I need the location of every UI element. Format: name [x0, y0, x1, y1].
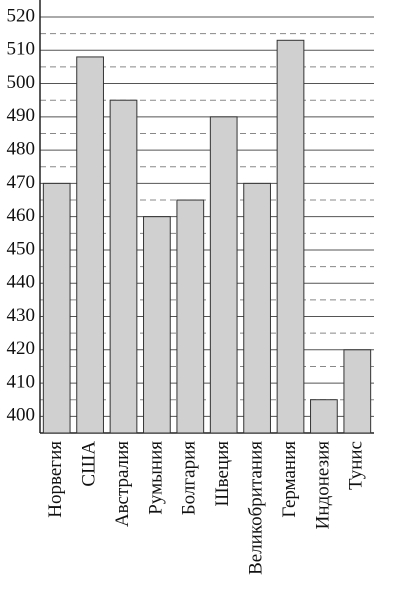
x-tick-label: Румыния: [145, 441, 166, 515]
y-tick-label: 490: [7, 105, 36, 126]
y-tick-label: 460: [7, 205, 36, 226]
y-tick-label: 470: [7, 172, 36, 193]
x-tick-label: Болгария: [179, 441, 200, 516]
y-tick-label: 520: [7, 5, 36, 26]
y-tick-label: 420: [7, 338, 36, 359]
x-tick-label: Норвегия: [45, 441, 66, 518]
bar: [343, 349, 372, 434]
bar: [243, 182, 271, 434]
x-tick-label: Индонезия: [312, 441, 333, 530]
bar: [310, 399, 338, 434]
bar: [76, 56, 104, 434]
bar: [109, 99, 138, 434]
bar: [209, 116, 238, 434]
x-tick-label: Австралия: [112, 441, 133, 527]
x-tick-label: Великобритания: [245, 441, 266, 575]
y-tick-label: 410: [7, 371, 36, 392]
y-tick-label: 440: [7, 272, 36, 293]
y-tick-label: 480: [7, 138, 36, 159]
y-tick-label: 430: [7, 305, 36, 326]
bar: [176, 199, 205, 434]
x-tick-label: США: [78, 441, 99, 487]
x-tick-label: Германия: [279, 441, 300, 518]
y-tick-label: 500: [7, 72, 36, 93]
y-tick-label: 510: [7, 39, 36, 60]
x-tick-label: Швеция: [212, 441, 233, 507]
bar: [42, 182, 71, 434]
bar: [143, 216, 171, 434]
bar: [276, 39, 305, 434]
y-tick-label: 450: [7, 238, 36, 259]
x-tick-label: Тунис: [346, 441, 367, 490]
y-tick-label: 400: [7, 405, 36, 426]
